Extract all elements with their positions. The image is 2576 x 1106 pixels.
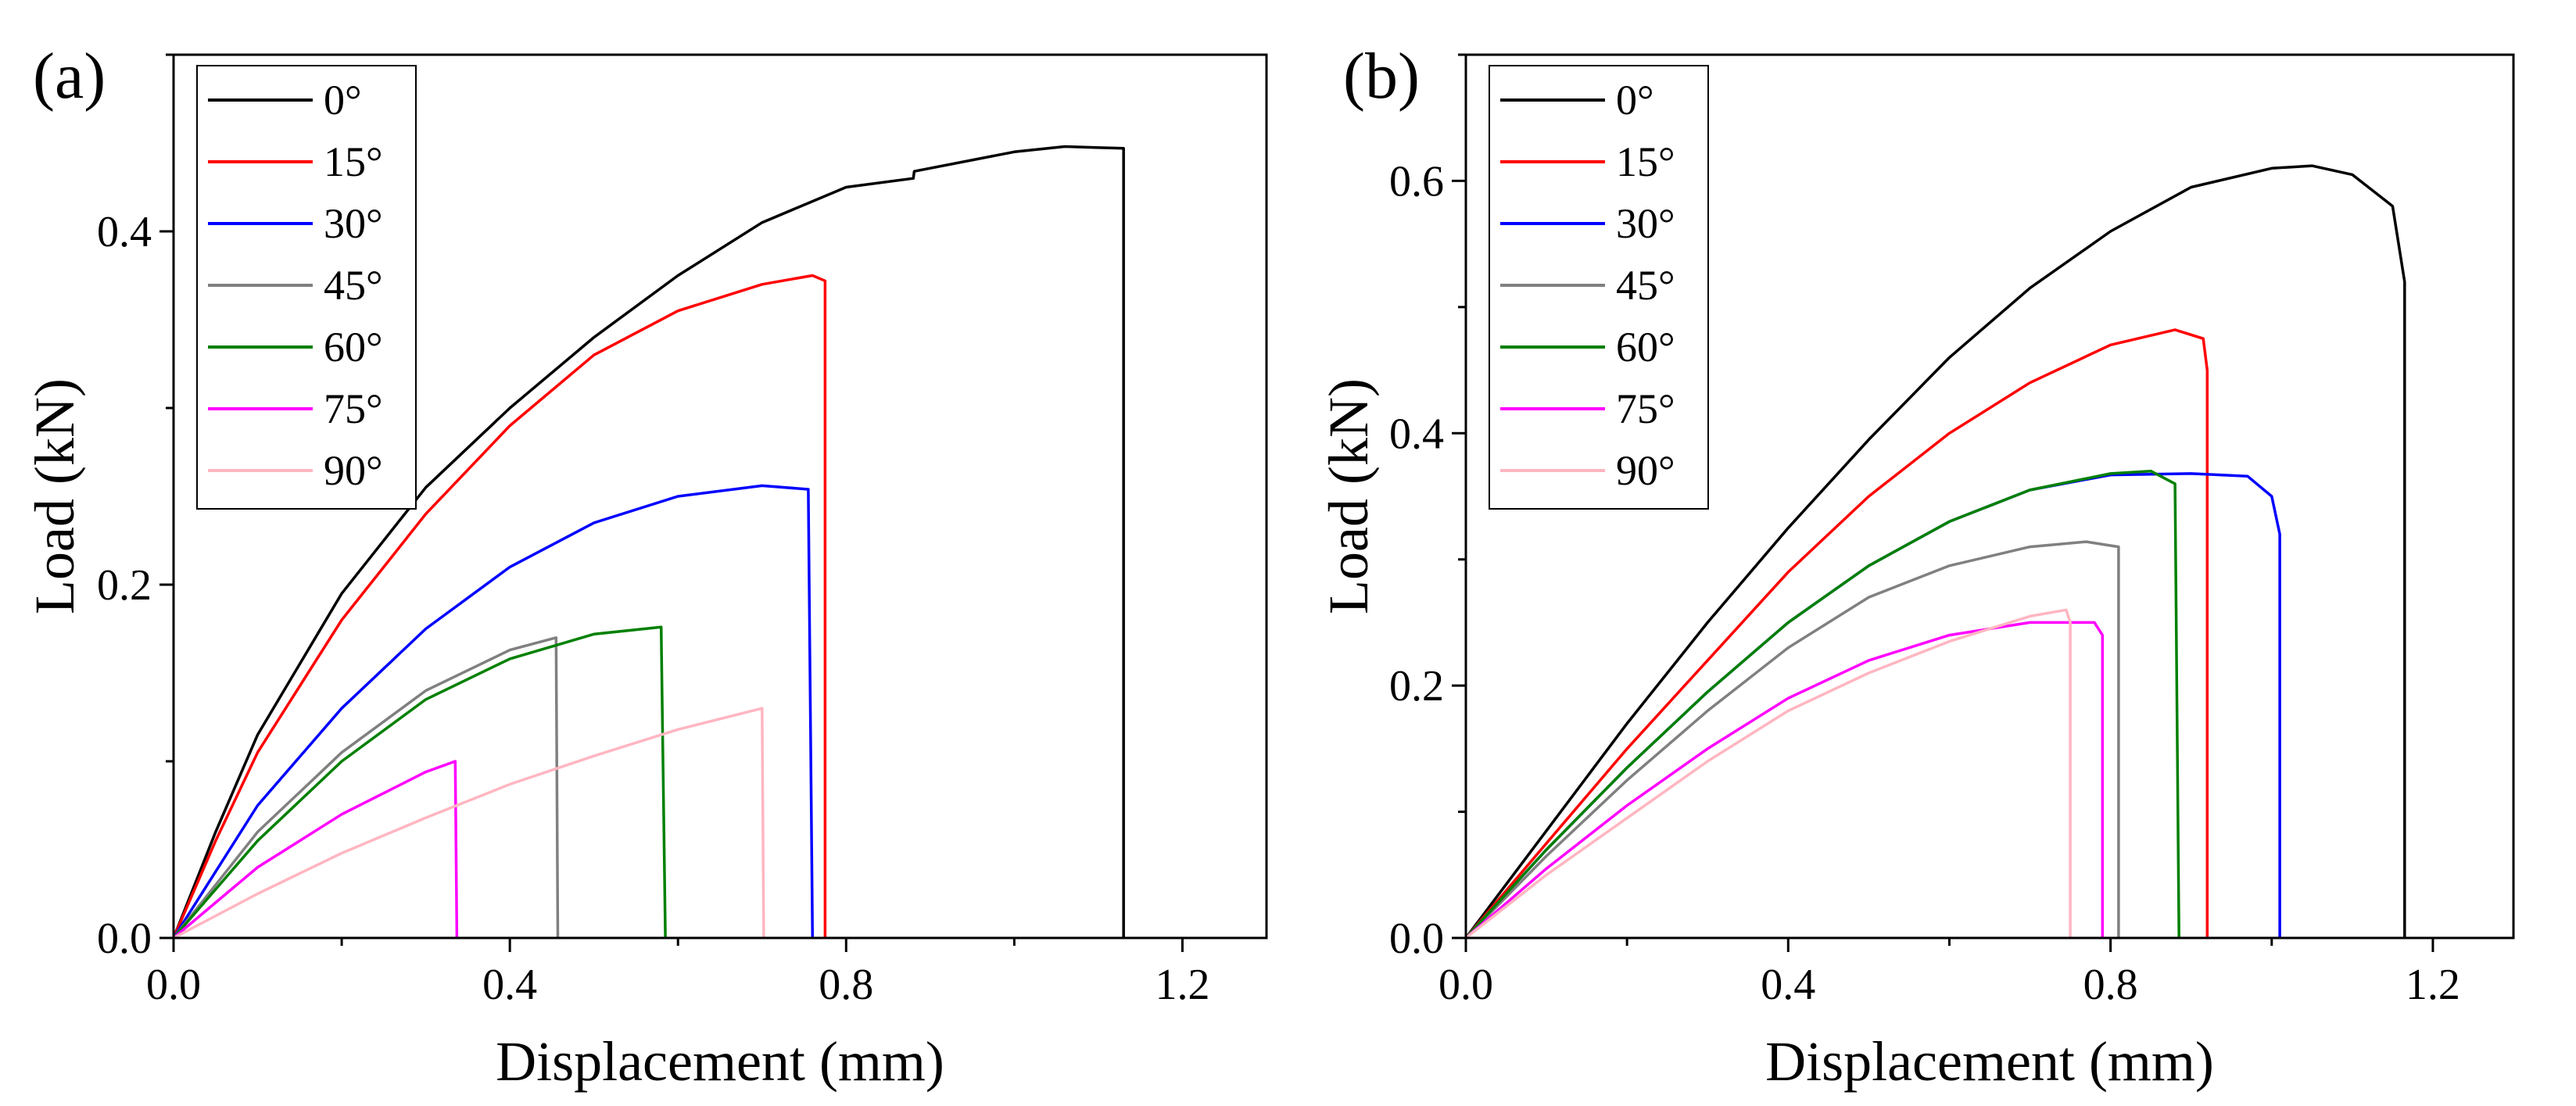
panel-label: (b)	[1343, 40, 1420, 113]
legend-label: 60°	[324, 324, 383, 370]
legend-label: 75°	[324, 385, 383, 432]
panel-b: 0.0 0.4 0.8 1.2 0.0 0.2 0.4 0.6 Displacement (mm…	[1317, 40, 2515, 1093]
plot-frame	[172, 53, 1268, 940]
legend-label: 30°	[324, 200, 383, 247]
y-axis-title: Load (kN)	[23, 378, 86, 614]
series-line-2	[1464, 472, 2281, 940]
panel-a: 0.0 0.4 0.8 1.2 0.0 0.2 0.4 Displacement (mm) Lo…	[23, 40, 1268, 1093]
plot-frame	[1464, 53, 2515, 940]
y-tick-label: 0.4	[1389, 410, 1444, 458]
legend-label: 45°	[1616, 262, 1675, 309]
series-line-5	[172, 760, 459, 940]
x-tick-label: 0.0	[146, 961, 201, 1009]
legend-label: 60°	[1616, 324, 1675, 370]
x-axis-title: Displacement (mm)	[1765, 1030, 2214, 1093]
panel-label: (a)	[33, 40, 106, 113]
series-line-2	[172, 484, 815, 939]
x-tick-label: 0.4	[1761, 961, 1815, 1009]
y-tick-label: 0.2	[97, 561, 152, 610]
y-axis-title: Load (kN)	[1317, 378, 1380, 614]
y-tick-label: 0.6	[1389, 157, 1444, 206]
y-tick-label: 0.4	[97, 208, 152, 256]
legend-label: 90°	[1616, 447, 1675, 494]
legend-label: 90°	[324, 447, 383, 494]
legend-label: 15°	[1616, 138, 1675, 185]
legend-label: 0°	[1616, 77, 1654, 123]
series-line-0	[172, 145, 1125, 939]
series-line-3	[172, 636, 560, 940]
legend-label: 75°	[1616, 385, 1675, 432]
series-line-6	[1464, 608, 2072, 940]
series-line-5	[1464, 621, 2105, 940]
x-tick-label: 0.4	[482, 961, 537, 1009]
series-line-1	[172, 274, 827, 939]
legend-label: 15°	[324, 138, 383, 185]
legend-label: 0°	[324, 77, 362, 123]
series-line-6	[173, 707, 765, 940]
series-line-4	[172, 625, 667, 940]
x-tick-label: 0.0	[1438, 961, 1493, 1009]
series-line-4	[1464, 469, 2180, 940]
series-line-3	[1464, 540, 2120, 940]
y-tick-label: 0.0	[1389, 915, 1444, 963]
legend-label: 45°	[324, 262, 383, 309]
legend-box	[1489, 65, 1709, 510]
x-tick-label: 0.8	[2083, 961, 2138, 1009]
legend-label: 30°	[1616, 200, 1675, 247]
x-tick-label: 0.8	[819, 961, 873, 1009]
x-axis-title: Displacement (mm)	[496, 1030, 944, 1093]
y-tick-label: 0.2	[1389, 662, 1444, 710]
series-line-1	[1464, 328, 2209, 940]
legend-box	[196, 65, 417, 510]
x-tick-label: 1.2	[2406, 961, 2460, 1009]
x-tick-label: 1.2	[1155, 961, 1209, 1009]
series-line-0	[1464, 164, 2406, 940]
y-tick-label: 0.0	[97, 915, 152, 963]
